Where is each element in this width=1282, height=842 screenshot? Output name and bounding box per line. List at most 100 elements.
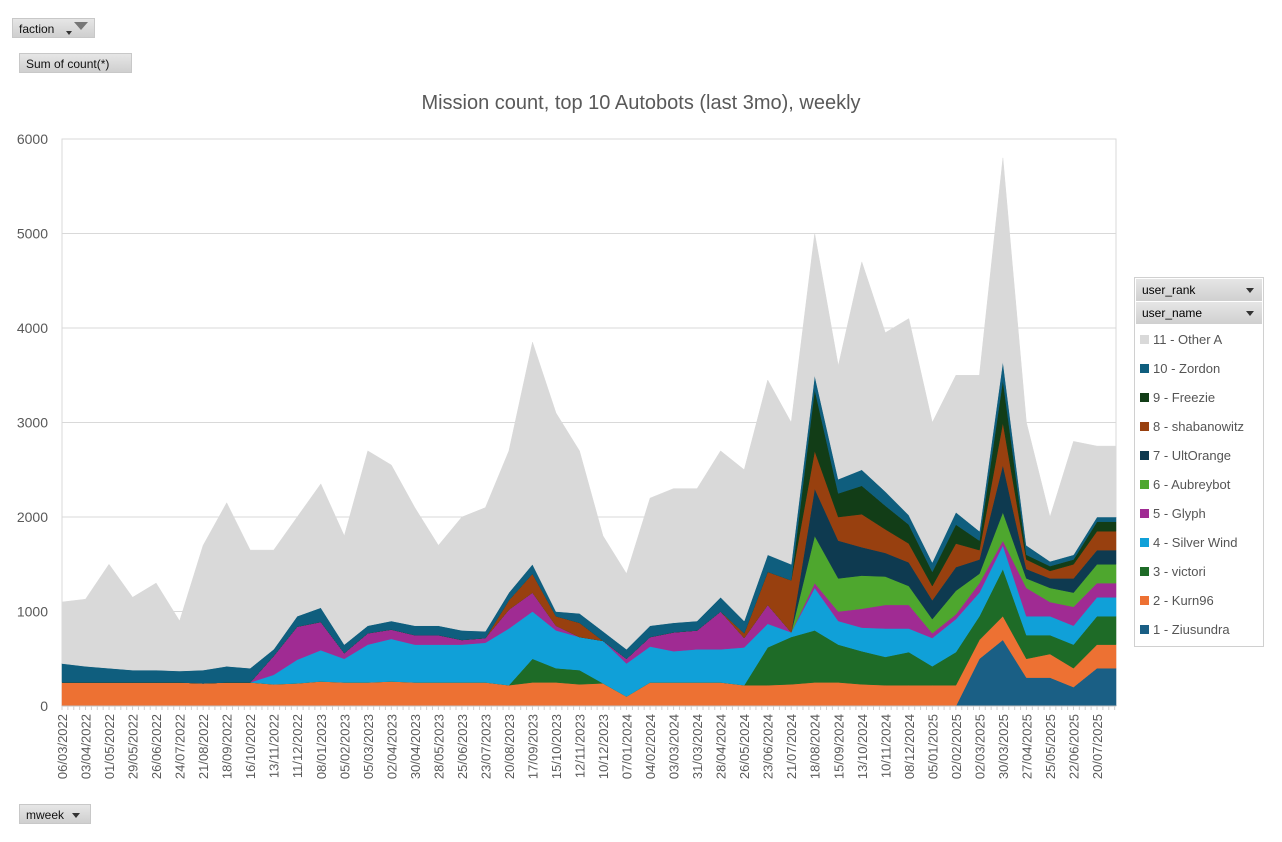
x-tick-label: 08/12/2024: [902, 714, 917, 779]
y-tick-label: 3000: [17, 415, 48, 431]
x-tick-label: 01/05/2022: [102, 714, 117, 779]
legend-item[interactable]: 10 - Zordon: [1135, 354, 1263, 383]
values-field-button[interactable]: Sum of count(*): [19, 53, 132, 73]
legend-swatch: [1140, 509, 1149, 519]
legend-label: 5 - Glyph: [1153, 506, 1206, 521]
y-tick-label: 4000: [17, 320, 48, 336]
dropdown-arrow-icon: [1246, 288, 1254, 293]
x-tick-label: 21/08/2022: [196, 714, 211, 779]
legend-item[interactable]: 5 - Glyph: [1135, 499, 1263, 528]
legend-label: 6 - Aubreybot: [1153, 477, 1231, 492]
filter-icon: [74, 22, 88, 30]
user-name-label: user_name: [1142, 306, 1203, 320]
x-tick-label: 07/01/2024: [620, 714, 635, 779]
x-tick-label: 05/01/2025: [925, 714, 940, 779]
area-series-11-other-a: [61, 157, 1117, 672]
x-tick-label: 23/06/2024: [761, 714, 776, 779]
x-tick-label: 30/03/2025: [996, 714, 1011, 779]
user-rank-field-button[interactable]: user_rank: [1136, 279, 1262, 301]
legend-swatch: [1140, 451, 1149, 461]
x-tick-label: 18/08/2024: [808, 714, 823, 779]
legend-swatch: [1140, 335, 1149, 345]
x-tick-label: 02/03/2025: [972, 714, 987, 779]
mweek-label: mweek: [26, 808, 65, 822]
x-tick-label: 13/11/2022: [267, 714, 282, 778]
y-tick-label: 1000: [17, 604, 48, 620]
mweek-axis-field-button[interactable]: mweek: [19, 804, 91, 824]
y-tick-label: 5000: [17, 226, 48, 242]
x-tick-label: 20/08/2023: [502, 714, 517, 779]
faction-filter-button[interactable]: faction: [12, 18, 95, 38]
legend-item[interactable]: 3 - victori: [1135, 557, 1263, 586]
legend: user_rank user_name 11 - Other A 10 - Zor…: [1134, 277, 1264, 647]
legend-swatch: [1140, 625, 1149, 635]
x-tick-label: 02/04/2023: [384, 714, 399, 779]
legend-item[interactable]: 2 - Kurn96: [1135, 586, 1263, 615]
x-tick-label: 29/05/2022: [126, 714, 141, 779]
legend-swatch: [1140, 422, 1149, 432]
x-tick-label: 18/09/2022: [220, 714, 235, 779]
legend-label: 10 - Zordon: [1153, 361, 1221, 376]
user-rank-label: user_rank: [1142, 283, 1196, 297]
legend-item[interactable]: 11 - Other A: [1135, 325, 1263, 354]
legend-label: 2 - Kurn96: [1153, 593, 1214, 608]
faction-filter-label: faction: [19, 22, 55, 36]
legend-label: 1 - Ziusundra: [1153, 622, 1230, 637]
legend-swatch: [1140, 596, 1149, 606]
y-tick-label: 2000: [17, 509, 48, 525]
dropdown-arrow-icon: [72, 813, 81, 819]
dropdown-arrow-icon: [1246, 311, 1254, 316]
legend-swatch: [1140, 538, 1149, 548]
x-tick-label: 10/12/2023: [596, 714, 611, 779]
legend-label: 9 - Freezie: [1153, 390, 1216, 405]
legend-label: 11 - Other A: [1153, 332, 1223, 347]
legend-item[interactable]: 9 - Freezie: [1135, 383, 1263, 412]
x-tick-label: 25/05/2025: [1043, 714, 1058, 779]
x-tick-label: 15/10/2023: [549, 714, 564, 779]
legend-swatch: [1140, 364, 1149, 374]
legend-item[interactable]: 7 - UltOrange: [1135, 441, 1263, 470]
legend-label: 4 - Silver Wind: [1153, 535, 1238, 550]
legend-item[interactable]: 6 - Aubreybot: [1135, 470, 1263, 499]
dropdown-arrow-icon: [66, 31, 72, 35]
x-tick-label: 10/11/2024: [878, 714, 893, 778]
y-tick-label: 6000: [17, 131, 48, 147]
x-tick-label: 28/04/2024: [714, 714, 729, 779]
x-tick-label: 12/11/2023: [573, 714, 588, 778]
legend-label: 7 - UltOrange: [1153, 448, 1232, 463]
legend-swatch: [1140, 393, 1149, 403]
x-tick-label: 30/04/2023: [408, 714, 423, 779]
x-tick-label: 31/03/2024: [690, 714, 705, 779]
y-tick-label: 0: [40, 698, 48, 714]
x-tick-label: 26/06/2022: [149, 714, 164, 779]
x-tick-label: 24/07/2022: [173, 714, 188, 779]
x-tick-label: 21/07/2024: [784, 714, 799, 779]
legend-swatch: [1140, 567, 1149, 577]
legend-item[interactable]: 4 - Silver Wind: [1135, 528, 1263, 557]
x-tick-label: 08/01/2023: [314, 714, 329, 779]
x-tick-label: 06/03/2022: [55, 714, 70, 779]
x-tick-label: 03/04/2022: [79, 714, 94, 779]
legend-item[interactable]: 1 - Ziusundra: [1135, 615, 1263, 644]
x-tick-label: 26/05/2024: [737, 714, 752, 779]
x-tick-label: 11/12/2022: [290, 714, 305, 778]
x-tick-label: 03/03/2024: [667, 714, 682, 779]
x-tick-label: 16/10/2022: [243, 714, 258, 779]
legend-label: 3 - victori: [1153, 564, 1206, 579]
x-tick-label: 05/02/2023: [337, 714, 352, 779]
x-tick-label: 27/04/2025: [1019, 714, 1034, 779]
x-tick-label: 22/06/2025: [1066, 714, 1081, 779]
x-tick-label: 15/09/2024: [831, 714, 846, 779]
legend-item[interactable]: 8 - shabanowitz: [1135, 412, 1263, 441]
x-tick-label: 20/07/2025: [1090, 714, 1105, 779]
legend-swatch: [1140, 480, 1149, 490]
x-tick-label: 04/02/2024: [643, 714, 658, 779]
x-tick-label: 23/07/2023: [478, 714, 493, 779]
x-tick-label: 13/10/2024: [855, 714, 870, 779]
x-tick-label: 02/02/2025: [949, 714, 964, 779]
x-tick-label: 05/03/2023: [361, 714, 376, 779]
legend-label: 8 - shabanowitz: [1153, 419, 1245, 434]
user-name-field-button[interactable]: user_name: [1136, 302, 1262, 324]
x-tick-label: 25/06/2023: [455, 714, 470, 779]
